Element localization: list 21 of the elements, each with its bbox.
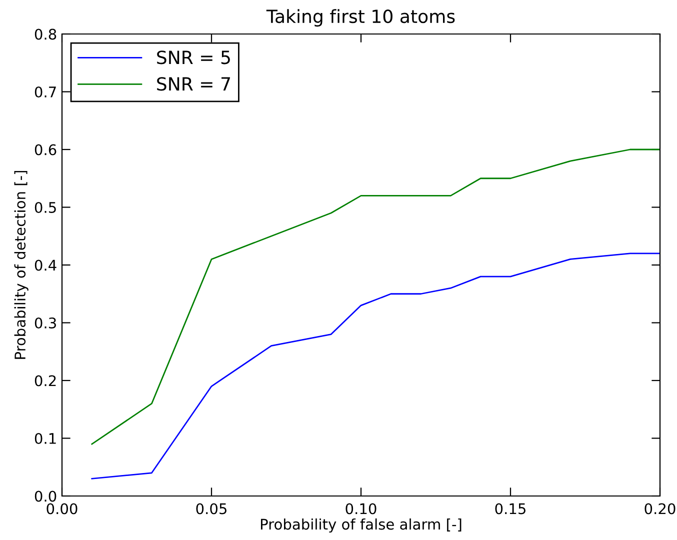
x-axis-title: Probability of false alarm [-] <box>260 518 462 533</box>
y-tick-label: 0.1 <box>34 432 56 444</box>
x-tick-label: 0.05 <box>196 503 226 514</box>
x-tick-label: 0.15 <box>495 503 526 514</box>
y-tick-label: 0.0 <box>34 490 56 502</box>
y-tick-label: 0.5 <box>34 202 56 213</box>
y-axis-title: Probability of detection [-] <box>14 170 28 359</box>
x-tick-label: 0.00 <box>46 503 78 514</box>
legend-label: SNR = 5 <box>157 50 230 64</box>
x-tick-label: 0.20 <box>644 503 676 514</box>
y-tick-label: 0.2 <box>34 375 56 386</box>
line-series <box>91 252 660 480</box>
y-tick-label: 0.7 <box>34 86 56 98</box>
y-tick-label: 0.3 <box>34 317 56 328</box>
x-tick-label: 0.10 <box>346 503 376 514</box>
chart-title: Taking first 10 atoms <box>266 9 455 27</box>
y-tick-label: 0.8 <box>34 28 56 40</box>
y-tick-label: 0.4 <box>34 260 56 271</box>
y-tick-label: 0.6 <box>34 144 56 156</box>
legend-label: SNR = 7 <box>157 77 230 91</box>
line-series <box>91 148 660 445</box>
